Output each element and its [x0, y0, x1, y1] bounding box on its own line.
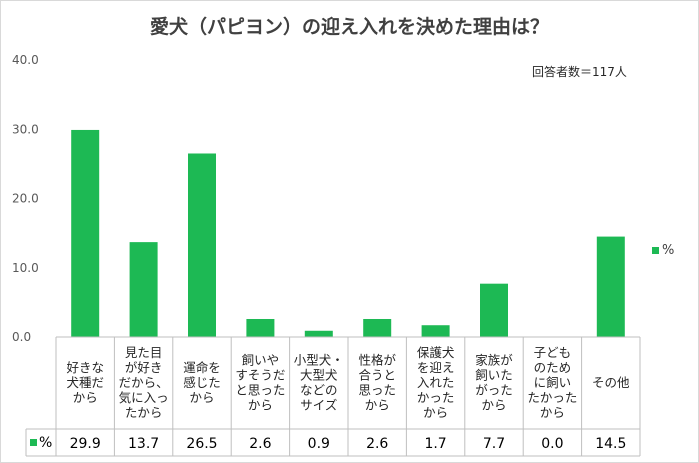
data-value-label: 2.6 — [249, 436, 271, 452]
legend: % — [652, 243, 674, 258]
data-value-label: 1.7 — [424, 436, 446, 452]
bar — [421, 325, 450, 337]
table-legend-swatch — [30, 439, 37, 446]
data-value-label: 0.0 — [541, 436, 563, 452]
category-label: 飼いやすそうだと思ったから — [235, 353, 285, 413]
data-value-label: 7.7 — [483, 436, 505, 452]
legend-swatch — [652, 247, 659, 254]
y-tick-label: 0.0 — [12, 330, 31, 344]
bar — [71, 129, 100, 337]
legend-label: % — [662, 243, 675, 258]
category-label: 性格が合うと思ったから — [358, 353, 396, 413]
y-tick-label: 40.0 — [12, 53, 39, 67]
bar — [596, 236, 625, 337]
data-value-label: 2.6 — [366, 436, 388, 452]
category-label: 家族が飼いたがったから — [475, 353, 513, 413]
bar — [363, 318, 392, 337]
chart-title: 愛犬（パピヨン）の迎え入れを決めた理由は？ — [149, 16, 549, 38]
data-value-label: 26.5 — [186, 436, 217, 452]
bar — [480, 283, 508, 337]
category-label: 運命を感じたから — [183, 360, 221, 405]
category-label: その他 — [592, 375, 630, 390]
y-tick-label: 10.0 — [12, 261, 39, 275]
table-legend-label: % — [39, 435, 52, 451]
bar — [246, 318, 275, 337]
y-tick-label: 20.0 — [12, 192, 39, 206]
y-tick-label: 30.0 — [12, 122, 39, 136]
category-label: 小型犬・大型犬などのサイズ — [294, 353, 344, 413]
category-label: 子どものために飼いたかったから — [527, 345, 577, 420]
data-value-label: 13.7 — [128, 436, 159, 452]
category-label: 保護犬を迎え入れたかったから — [417, 345, 455, 420]
data-value-label: 0.9 — [308, 436, 330, 452]
data-value-label: 14.5 — [595, 436, 626, 452]
category-label: 好きな犬種だから — [66, 360, 104, 405]
data-value-label: 29.9 — [70, 436, 101, 452]
respondent-count-note: 回答者数＝117人 — [532, 65, 627, 79]
category-label: 見た目が好きだから、気に入ったから — [119, 345, 169, 420]
bar — [129, 242, 158, 337]
bar — [188, 153, 216, 337]
bar — [304, 330, 333, 337]
